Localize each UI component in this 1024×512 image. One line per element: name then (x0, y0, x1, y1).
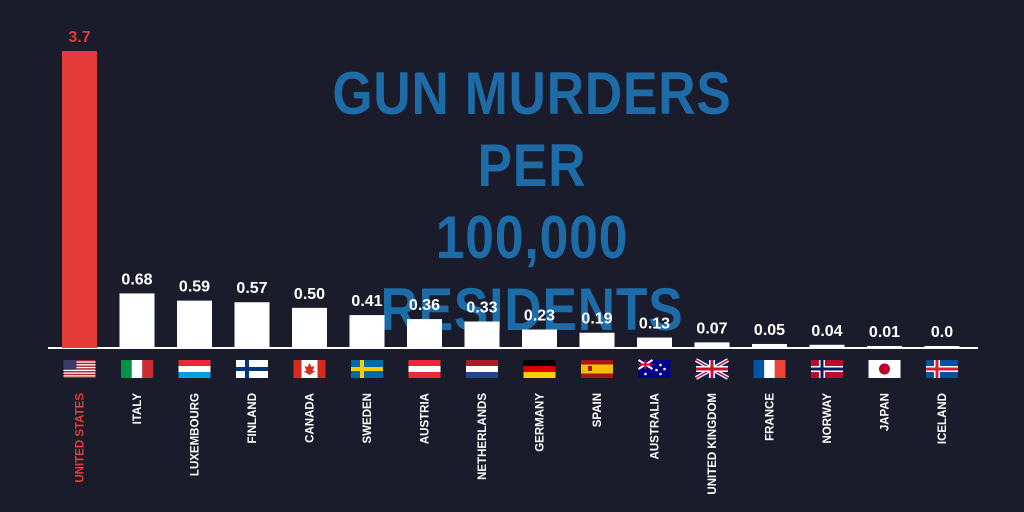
category-label: FINLAND (247, 393, 259, 443)
category-label: ITALY (132, 393, 144, 425)
value-label: 0.01 (869, 324, 900, 341)
category-label: AUSTRIA (420, 393, 432, 444)
bar-luxembourg (177, 300, 212, 348)
uk-flag-icon (695, 358, 729, 380)
category-label: SPAIN (592, 393, 604, 427)
sweden-flag-icon (351, 360, 383, 378)
bar-united-kingdom (694, 342, 730, 348)
france-flag-icon (753, 360, 786, 378)
bar-france (752, 343, 787, 348)
category-label: AUSTRALIA (650, 393, 662, 459)
value-label: 0.13 (639, 316, 670, 333)
value-label: 0.07 (696, 320, 727, 337)
germany-flag-icon (523, 360, 556, 378)
value-label: 0.59 (179, 279, 210, 296)
category-label: NETHERLANDS (477, 393, 489, 480)
norway-flag-icon (811, 360, 843, 378)
value-label: 0.33 (466, 300, 497, 317)
value-label: 0.57 (236, 280, 267, 297)
value-label: 0.36 (409, 297, 440, 314)
value-label: 0.05 (754, 322, 785, 339)
bar-australia (637, 337, 672, 348)
spain-flag-icon (581, 360, 613, 378)
australia-flag-icon (637, 359, 671, 378)
category-label: LUXEMBOURG (190, 393, 202, 476)
us-flag-icon (63, 360, 96, 378)
category-label: JAPAN (880, 393, 892, 431)
value-label: 0.50 (294, 286, 325, 303)
bar-spain (579, 332, 615, 348)
bar-finland (234, 302, 270, 348)
value-label: 0.0 (931, 324, 953, 341)
category-label: FRANCE (765, 393, 777, 441)
category-label: UNITED STATES (75, 393, 87, 483)
category-label: NORWAY (822, 393, 834, 444)
chart-title-line-1: GUN MURDERS PER (332, 60, 732, 199)
luxembourg-flag-icon (178, 360, 211, 378)
value-label: 0.19 (581, 311, 612, 328)
category-label: ICELAND (937, 393, 949, 444)
canada-flag-icon (293, 360, 326, 378)
bar-netherlands (464, 321, 500, 348)
finland-flag-icon (236, 360, 268, 378)
value-label: 0.04 (811, 323, 842, 340)
value-label: 3.7 (68, 29, 90, 46)
value-label: 0.23 (524, 308, 555, 325)
bar-canada (292, 307, 327, 348)
bar-japan (867, 346, 902, 348)
value-label: 0.41 (351, 293, 382, 310)
value-label: 0.68 (121, 271, 152, 288)
bar-united-states (62, 51, 97, 348)
italy-flag-icon (121, 360, 153, 378)
bar-germany (522, 329, 557, 348)
japan-flag-icon (868, 360, 901, 378)
iceland-flag-icon (926, 360, 958, 378)
category-label: SWEDEN (362, 393, 374, 443)
category-label: CANADA (305, 393, 317, 443)
bar-sweden (349, 315, 385, 348)
bar-norway (809, 344, 845, 348)
bar-austria (407, 319, 442, 348)
bar-iceland (924, 346, 960, 348)
netherlands-flag-icon (466, 360, 498, 378)
bar-italy (119, 293, 155, 348)
category-label: UNITED KINGDOM (707, 393, 719, 495)
category-label: GERMANY (535, 393, 547, 452)
austria-flag-icon (408, 360, 441, 378)
